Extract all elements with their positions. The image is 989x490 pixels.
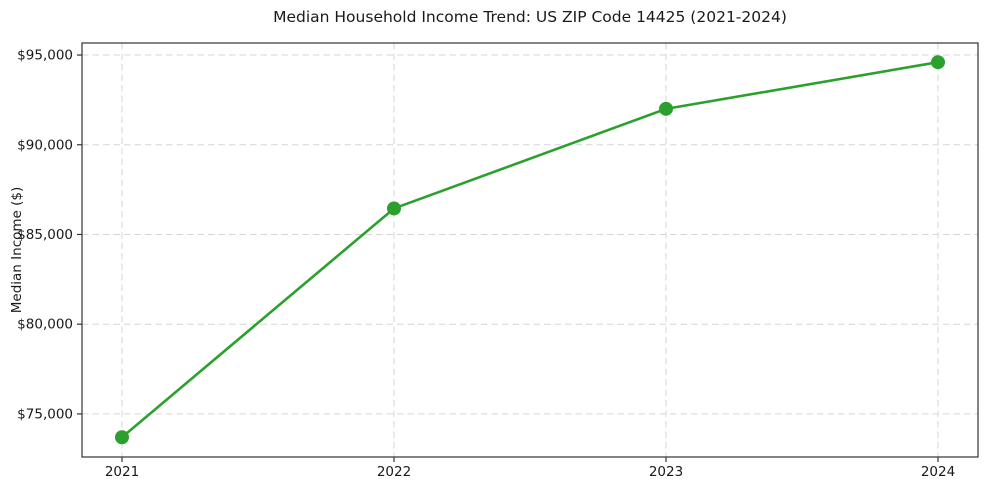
y-tick-label: $80,000 <box>17 317 73 333</box>
data-point-marker <box>115 430 129 445</box>
y-tick-label: $75,000 <box>17 406 73 422</box>
line-series <box>120 60 940 439</box>
x-tick-label: 2022 <box>377 464 411 480</box>
data-point-marker <box>931 55 945 70</box>
y-tick-label: $85,000 <box>17 227 73 243</box>
data-point-marker <box>387 201 401 216</box>
chart-title: Median Household Income Trend: US ZIP Co… <box>273 8 787 26</box>
y-axis-label: Median Income ($) <box>9 186 25 314</box>
data-point-marker <box>659 101 673 116</box>
x-tick-label: 2021 <box>105 464 139 480</box>
y-tick-label: $95,000 <box>17 48 73 64</box>
y-tick-label: $90,000 <box>17 137 73 153</box>
plot-border <box>81 42 979 458</box>
x-tick-label: 2023 <box>649 464 683 480</box>
x-tick-label: 2024 <box>921 464 955 480</box>
